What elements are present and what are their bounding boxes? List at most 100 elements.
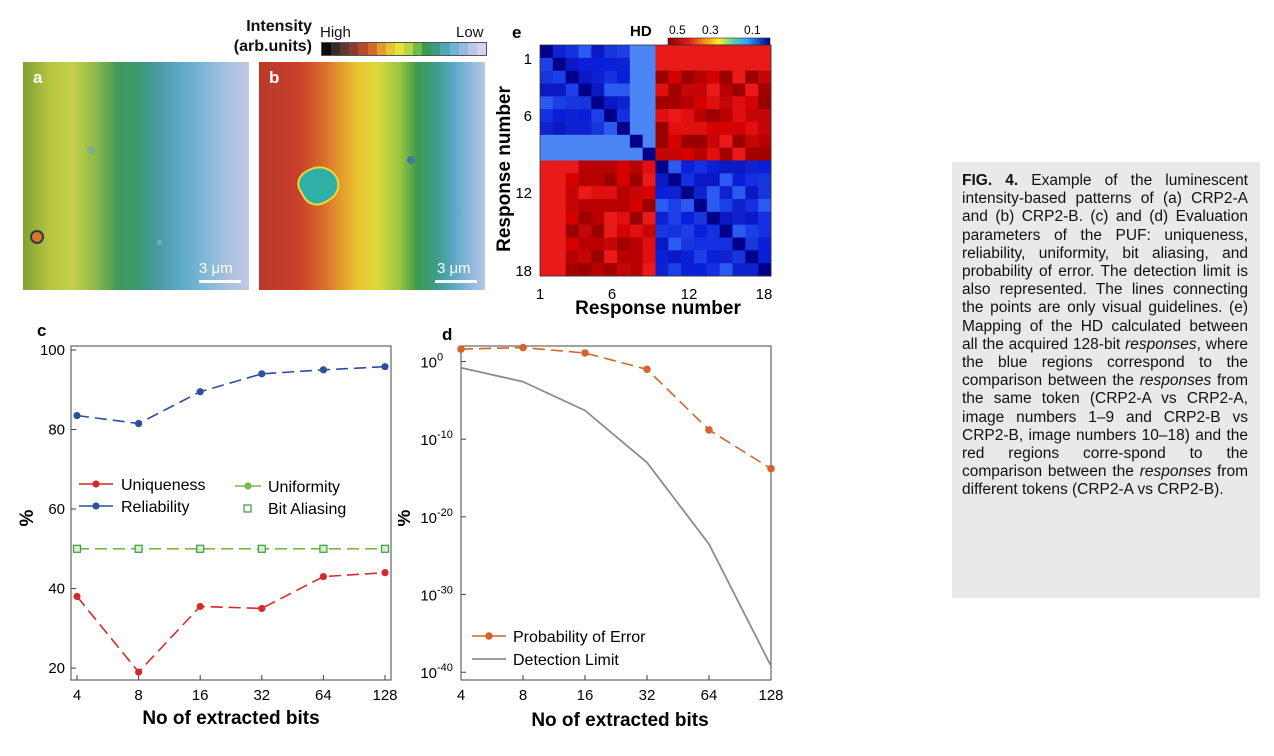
heatmap-cell [745,134,759,149]
intensity-colorbar-swatch [422,43,432,55]
micrograph-b-speck [407,156,415,164]
panel-c-ytick: 20 [48,660,65,677]
heatmap-cell [681,70,695,84]
panel-d-xtick: 8 [519,687,527,704]
micrograph-b-speck [455,210,461,216]
heatmap-cell [694,122,708,136]
heatmap-cell [565,224,579,238]
heatmap-cell [668,224,682,238]
micrograph-a-defect [32,232,42,242]
heatmap-cell [706,173,721,187]
heatmap-cell [552,211,567,226]
heatmap-cell [655,45,669,59]
heatmap-cell [565,211,579,226]
heatmap-cell [540,224,554,238]
heatmap-cell [617,237,631,251]
heatmap-cell [604,70,618,84]
panel-c-ticks: 4 8 16 32 64 128 20 40 60 80 100 [40,342,398,704]
heatmap-cell [578,160,592,174]
hd-colorbar [667,37,771,46]
heatmap-cell [758,237,772,251]
heatmap-cell [732,263,746,277]
panel-d-ytick-exponent: -20 [437,507,453,519]
heatmap-cell [617,250,631,264]
panel-c-xtick: 8 [134,687,142,704]
heatmap-cell [655,96,669,110]
heatmap-cell [668,70,682,84]
panel-e-xlabel: Response number [575,298,741,319]
heatmap-cell [719,173,733,187]
heatmap-cell [706,147,721,161]
heatmap-cell [617,134,631,149]
heatmap-cell [629,224,644,238]
panel-d-axes [460,345,772,681]
heatmap-cell [591,250,605,264]
heatmap-cell [732,122,746,136]
heatmap-cell [552,57,567,72]
heatmap-cell [565,186,579,200]
heatmap-cell [745,109,759,123]
heatmap-cell [668,263,682,277]
heatmap-cell [745,70,759,84]
heatmap-cell [745,186,759,200]
heatmap-cell [604,237,618,251]
heatmap-cell [719,160,733,174]
heatmap-cell [694,250,708,264]
heatmap-cell [552,70,567,84]
legend-reliability: Reliability [121,499,189,516]
heatmap-cell [719,147,733,161]
heatmap-cell [732,237,746,251]
panel-c-ytick: 100 [40,342,65,359]
panel-e-ytick: 6 [524,108,532,125]
data-point-reliability [135,419,143,428]
heatmap-cell [629,173,644,187]
panel-d-xtick: 16 [577,687,594,704]
heatmap-cell [758,173,772,187]
heatmap-cell [745,199,759,213]
heatmap-cell [706,224,721,238]
heatmap-cell [719,122,733,136]
heatmap-cell [617,147,631,161]
series-line-probability-of-error [460,346,772,470]
heatmap-cell [591,70,605,84]
series-line-reliability [76,365,386,425]
heatmap-cell [655,160,669,174]
heatmap-cell [604,134,618,149]
heatmap-cell [745,173,759,187]
heatmap-cell [604,96,618,110]
heatmap-cell [706,96,721,110]
heatmap-cell [629,211,644,226]
heatmap-cell [694,160,708,174]
heatmap-cell [732,57,746,72]
heatmap-cell [706,109,721,123]
heatmap-cell [706,134,721,149]
heatmap-cell [604,122,618,136]
data-point-bit-aliasing [72,544,82,553]
legend-uniformity: Uniformity [268,479,340,496]
heatmap-cell [655,83,669,97]
heatmap-cell [758,45,772,59]
data-point-probability-of-error [767,464,775,473]
panel-d-ytick: 10 [420,665,437,682]
intensity-colorbar-swatch [413,43,423,55]
heatmap-cell [668,237,682,251]
heatmap-cells [539,44,772,277]
heatmap-cell [629,96,644,110]
heatmap-cell [540,96,554,110]
heatmap-cell [681,160,695,174]
heatmap-border [539,44,772,277]
heatmap-cell [578,173,592,187]
heatmap-cell [706,199,721,213]
heatmap-cell [668,147,682,161]
heatmap-cell [694,237,708,251]
legend-detection-limit: Detection Limit [513,652,619,669]
heatmap-cell [617,211,631,226]
heatmap-cell [629,263,644,277]
panel-c-axes [70,345,392,681]
legend-bit-aliasing: Bit Aliasing [268,501,346,518]
data-point-uniqueness [73,592,81,601]
heatmap-cell [668,186,682,200]
heatmap-cell [540,263,554,277]
heatmap-cell [617,263,631,277]
